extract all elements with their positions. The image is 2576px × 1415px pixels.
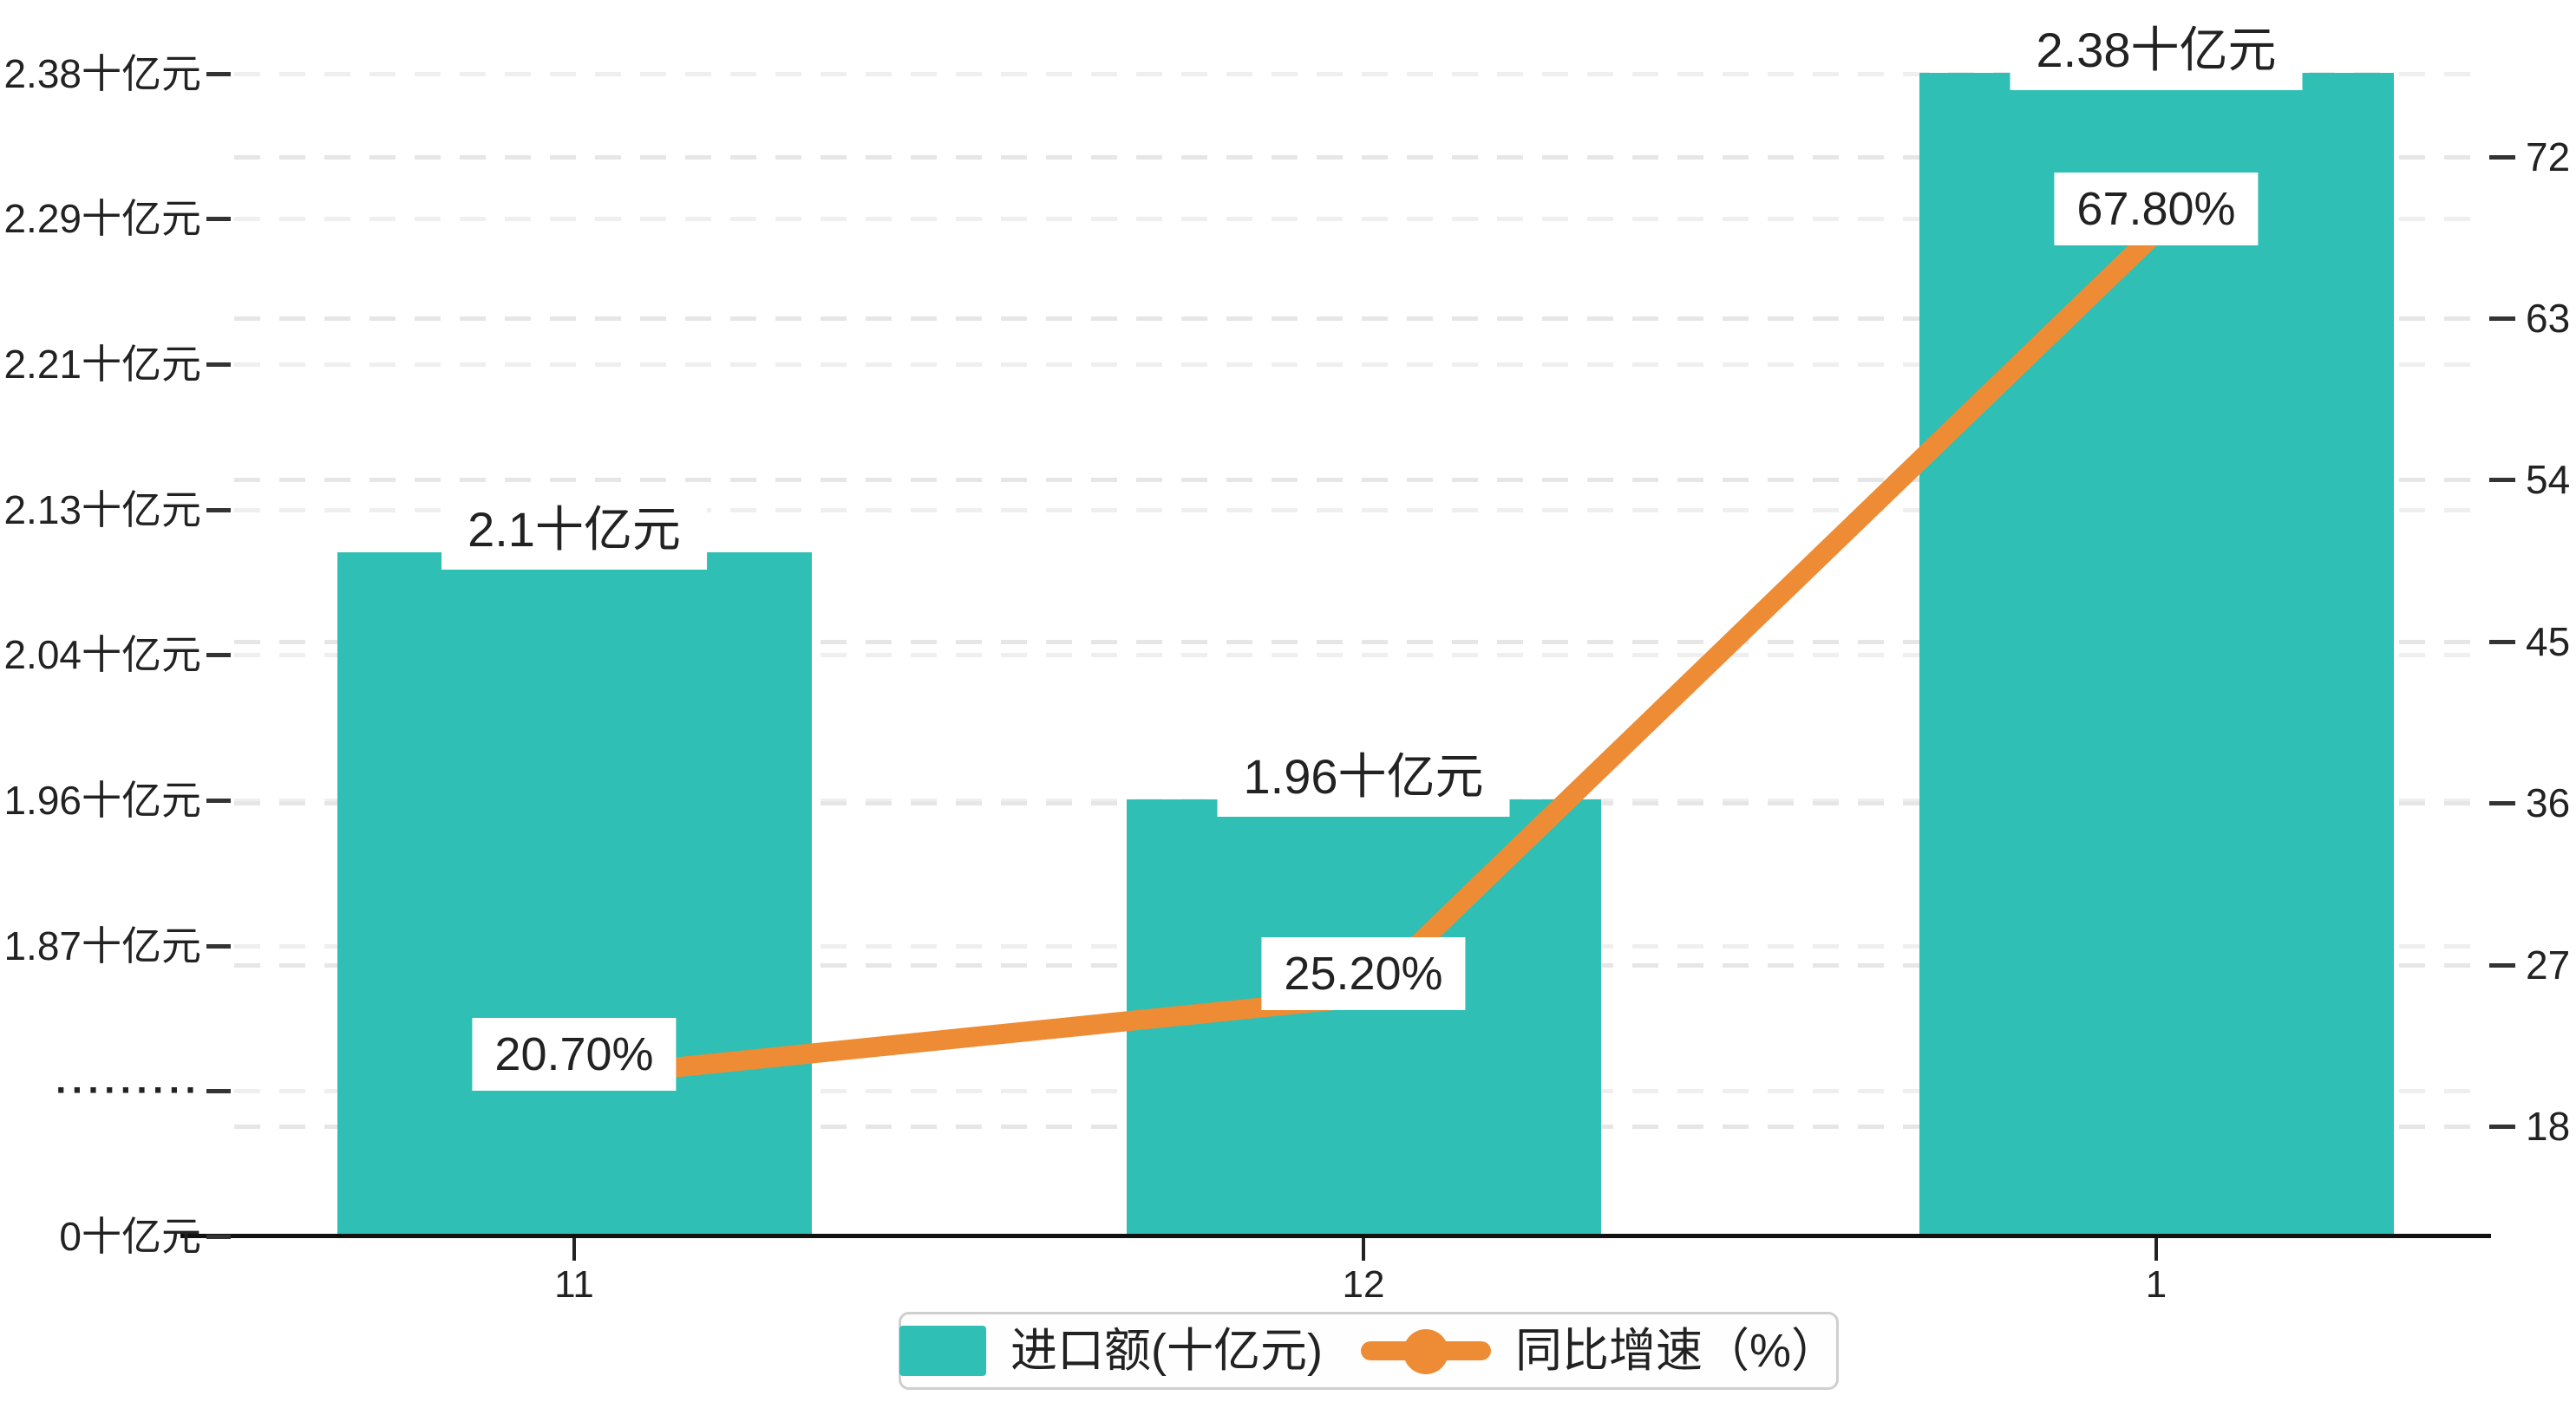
x-axis-category-label: 11 [554,1263,594,1306]
growth-rate-label: 20.70% [472,1018,677,1091]
growth-rate-label: 25.20% [1261,937,1466,1010]
gridline-right-axis [234,640,2482,644]
left-axis-tick-mark [206,72,231,76]
left-axis-tick-label: 2.29十亿元 [3,196,201,241]
left-axis-tick-label: 2.38十亿元 [3,51,201,96]
right-axis-tick-mark [2489,640,2515,644]
left-axis-tick-label: 1.96十亿元 [3,778,201,823]
gridline-left-axis [234,653,2482,657]
import-value-bar[interactable] [337,552,812,1234]
left-axis-tick-mark [206,362,231,367]
gridline-left-axis [234,72,2482,76]
left-axis-tick-label: 2.21十亿元 [3,342,201,387]
left-axis-tick-mark [206,944,231,949]
right-axis-tick-label: 45 [2526,619,2571,664]
gridline-left-axis [234,362,2482,367]
bar-value-label: 2.38十亿元 [2010,10,2303,90]
left-axis-tick-label: 2.13十亿元 [3,487,201,532]
right-axis-tick-mark [2489,801,2515,805]
left-axis-tick-label: 0十亿元 [59,1214,201,1259]
x-axis-line [180,1234,2491,1238]
right-axis-tick-mark [2489,316,2515,321]
gridline-left-axis [234,217,2482,221]
bar-value-label: 2.1十亿元 [441,490,707,570]
right-axis-tick-mark [2489,1125,2515,1129]
x-axis-category-label: 12 [1342,1263,1385,1306]
line-marker-icon [1360,1326,1491,1376]
right-axis-tick-label: 72 [2526,134,2571,179]
right-axis-tick-mark [2489,155,2515,160]
gridline-right-axis [234,316,2482,321]
right-axis-tick-label: 54 [2526,457,2571,502]
right-axis-tick-label: 27 [2526,942,2571,988]
x-axis-category-label: 1 [2145,1263,2167,1306]
left-axis-tick-mark [206,508,231,512]
gridline-left-axis [234,508,2482,512]
growth-rate-label: 67.80% [2054,173,2259,245]
x-axis-tick-mark [572,1238,576,1261]
right-axis-tick-label: 36 [2526,780,2571,825]
legend-label: 同比增速（%） [1514,1325,1838,1377]
right-axis-tick-mark [2489,478,2515,482]
left-axis-tick-mark [206,1235,231,1239]
gridline-right-axis [234,478,2482,482]
legend-item-growth-rate[interactable]: 同比增速（%） [1360,1325,1838,1377]
gridline-right-axis [234,155,2482,160]
legend-item-import-value[interactable]: 进口额(十亿元) [899,1325,1323,1377]
x-axis-tick-mark [2154,1238,2158,1261]
right-axis-tick-label: 18 [2526,1104,2571,1149]
left-axis-tick-mark [206,653,231,657]
import-value-bar[interactable] [1919,73,2394,1234]
x-axis-tick-mark [1362,1238,1365,1261]
right-axis-tick-mark [2489,963,2515,968]
left-axis-tick-mark [206,217,231,221]
left-axis-tick-mark [206,1089,231,1093]
right-axis-tick-label: 63 [2526,296,2571,341]
left-axis-tick-label: 2.04十亿元 [3,632,201,677]
bar-value-label: 1.96十亿元 [1217,737,1510,817]
left-axis-tick-mark [206,799,231,803]
legend-label: 进口额(十亿元) [1010,1325,1323,1377]
left-axis-tick-label: ········· [56,1069,201,1112]
left-axis-tick-label: 1.87十亿元 [3,923,201,968]
bar-swatch-icon [899,1326,987,1376]
legend: 进口额(十亿元) 同比增速（%） [899,1312,1839,1390]
